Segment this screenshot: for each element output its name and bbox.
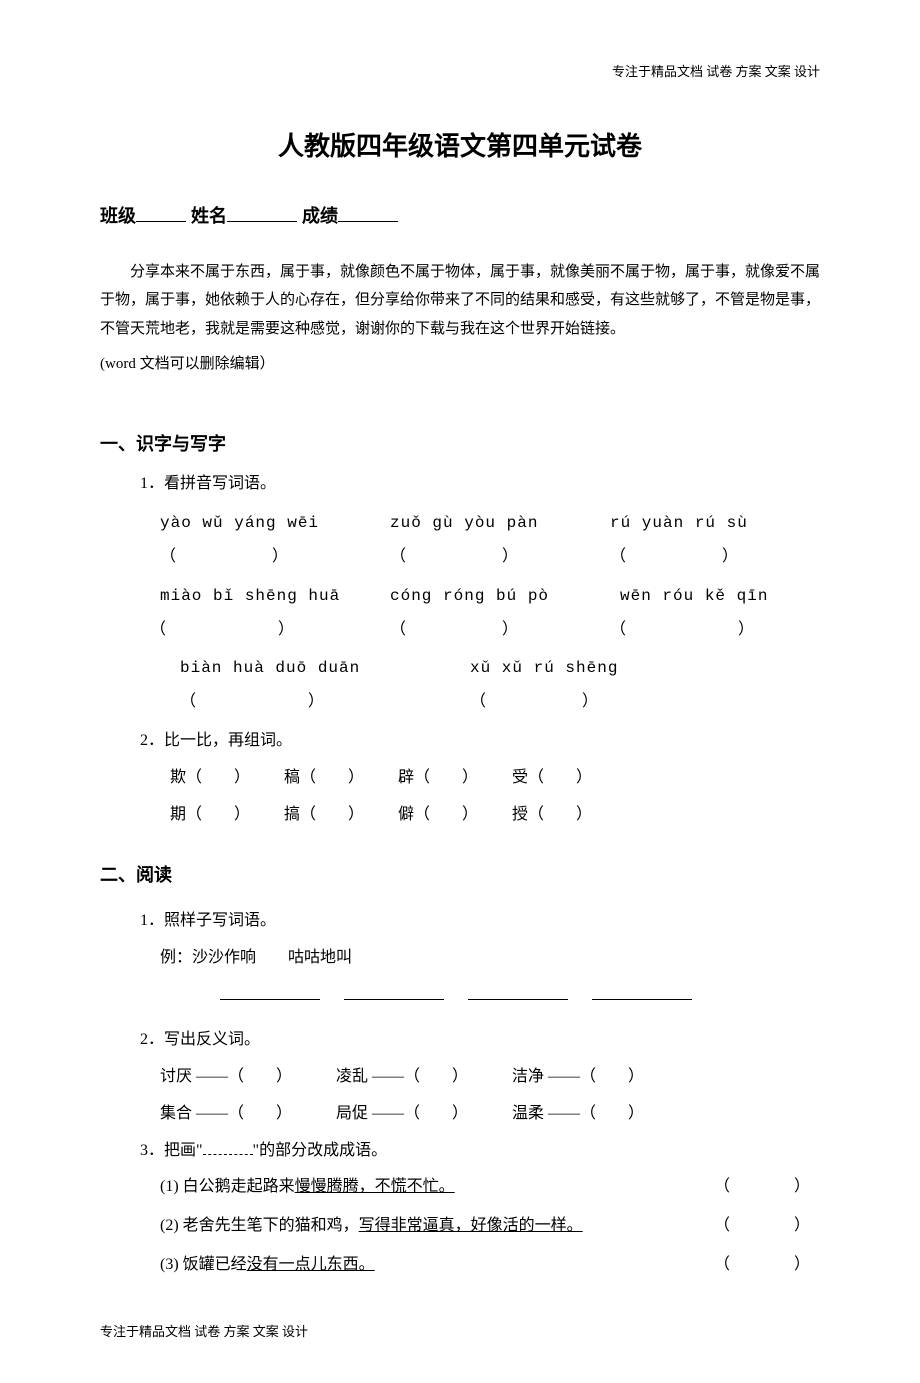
word-note: (word 文档可以删除编辑） [100, 351, 820, 378]
item3-prefix: 3．把画" [140, 1142, 203, 1159]
pinyin-3-2: xǔ xǔ rú shēng [470, 654, 618, 683]
idiom-2-num: (2) [160, 1217, 179, 1234]
pinyin-1-3: rú yuàn rú sù [610, 509, 748, 538]
paren-3-2: （ ） [470, 688, 598, 717]
score-label: 成绩 [302, 206, 338, 226]
section2-item1-label: 1．照样子写词语。 [140, 907, 820, 936]
paren-2-1: （ ） [150, 616, 390, 645]
score-blank [338, 221, 398, 222]
pinyin-1-2: zuǒ gù yòu pàn [390, 509, 610, 538]
form-line: 班级 姓名 成绩 [100, 200, 820, 232]
blank-2 [344, 999, 444, 1000]
section2-item3-label: 3．把画" "的部分改成成语。 [140, 1137, 820, 1166]
idiom-2-text: (2) 老舍先生笔下的猫和鸡，写得非常逼真，好像活的一样。 [160, 1212, 583, 1241]
example-prefix: 例： [160, 949, 192, 966]
antonym-1-1: 讨厌 ——（ ） [160, 1063, 292, 1092]
char-1-2: 稿（ ） [284, 764, 364, 793]
char-1-3: 辟（ ） [398, 764, 478, 793]
blank-line [220, 982, 820, 1011]
section2-item2-label: 2．写出反义词。 [140, 1026, 820, 1055]
pinyin-row-3: biàn huà duō duān xǔ xǔ rú shēng [180, 654, 820, 683]
idiom-2-paren: （ ） [714, 1212, 810, 1241]
idiom-1-num: (1) [160, 1178, 179, 1195]
pinyin-1-1: yào wǔ yáng wēi [160, 509, 390, 538]
pinyin-2-1: miào bǐ shēng huā [160, 582, 390, 611]
section1-heading: 一、识字与写字 [100, 428, 820, 460]
class-blank [136, 221, 186, 222]
idiom-row-3: (3) 饭罐已经没有一点儿东西。 （ ） [160, 1251, 810, 1280]
char-1-1: 欺（ ） [170, 764, 250, 793]
idiom-2-prefix: 老舍先生笔下的猫和鸡， [183, 1217, 359, 1234]
intro-paragraph: 分享本来不属于东西，属于事，就像颜色不属于物体，属于事，就像美丽不属于物，属于事… [100, 258, 820, 344]
idiom-3-text: (3) 饭罐已经没有一点儿东西。 [160, 1251, 375, 1280]
idiom-1-underlined: 慢慢腾腾，不慌不忙。 [295, 1178, 455, 1195]
char-2-3: 僻（ ） [398, 801, 478, 830]
paren-1-1: （ ） [160, 543, 390, 572]
antonym-2-2: 局促 ——（ ） [336, 1100, 468, 1129]
pinyin-row-1: yào wǔ yáng wēi zuǒ gù yòu pàn rú yuàn r… [160, 509, 820, 538]
idiom-3-num: (3) [160, 1256, 179, 1273]
char-row-1: 欺（ ） 稿（ ） 辟（ ） 受（ ） [170, 764, 820, 793]
page-title: 人教版四年级语文第四单元试卷 [100, 123, 820, 170]
item3-suffix: "的部分改成成语。 [253, 1142, 388, 1159]
blank-4 [592, 999, 692, 1000]
idiom-2-underlined: 写得非常逼真，好像活的一样。 [359, 1217, 583, 1234]
name-blank [227, 221, 297, 222]
idiom-row-2: (2) 老舍先生笔下的猫和鸡，写得非常逼真，好像活的一样。 （ ） [160, 1212, 810, 1241]
idiom-3-underlined: 没有一点儿东西。 [247, 1256, 375, 1273]
paren-1-3: （ ） [610, 543, 738, 572]
paren-row-3: （ ） （ ） [180, 688, 820, 717]
pinyin-row-2: miào bǐ shēng huā cóng róng bú pò wēn ró… [160, 582, 820, 611]
antonym-1-3: 洁净 ——（ ） [512, 1063, 644, 1092]
example-line: 例：沙沙作响 咕咕地叫 [160, 944, 820, 973]
paren-row-2: （ ） （ ） （ ） [150, 616, 820, 645]
section2-heading: 二、阅读 [100, 859, 820, 891]
paren-2-3: （ ） [610, 616, 754, 645]
class-label: 班级 [100, 206, 136, 226]
idiom-1-text: (1) 白公鹅走起路来慢慢腾腾，不慌不忙。 [160, 1173, 455, 1202]
blank-3 [468, 999, 568, 1000]
idiom-1-paren: （ ） [714, 1173, 810, 1202]
idiom-3-paren: （ ） [714, 1251, 810, 1280]
paren-1-2: （ ） [390, 543, 610, 572]
dashed-blank [203, 1154, 253, 1155]
paren-3-1: （ ） [180, 688, 470, 717]
name-label: 姓名 [191, 206, 227, 226]
antonym-row-1: 讨厌 ——（ ） 凌乱 ——（ ） 洁净 ——（ ） [160, 1063, 820, 1092]
char-row-2: 期（ ） 搞（ ） 僻（ ） 授（ ） [170, 801, 820, 830]
paren-row-1: （ ） （ ） （ ） [160, 543, 820, 572]
section1-item2-label: 2．比一比，再组词。 [140, 727, 820, 756]
paren-2-2: （ ） [390, 616, 610, 645]
idiom-3-prefix: 饭罐已经 [183, 1256, 247, 1273]
idiom-row-1: (1) 白公鹅走起路来慢慢腾腾，不慌不忙。 （ ） [160, 1173, 810, 1202]
char-1-4: 受（ ） [512, 764, 592, 793]
idiom-1-prefix: 白公鹅走起路来 [183, 1178, 295, 1195]
example-words: 沙沙作响 咕咕地叫 [192, 949, 352, 966]
header-note: 专注于精品文档 试卷 方案 文案 设计 [100, 60, 820, 83]
antonym-2-1: 集合 ——（ ） [160, 1100, 292, 1129]
char-2-4: 授（ ） [512, 801, 592, 830]
pinyin-2-3: wēn róu kě qīn [620, 582, 768, 611]
blank-1 [220, 999, 320, 1000]
antonym-row-2: 集合 ——（ ） 局促 ——（ ） 温柔 ——（ ） [160, 1100, 820, 1129]
char-2-1: 期（ ） [170, 801, 250, 830]
antonym-1-2: 凌乱 ——（ ） [336, 1063, 468, 1092]
section1-item1-label: 1．看拼音写词语。 [140, 470, 820, 499]
pinyin-3-1: biàn huà duō duān [180, 654, 470, 683]
pinyin-2-2: cóng róng bú pò [390, 582, 620, 611]
footer-note: 专注于精品文档 试卷 方案 文案 设计 [100, 1320, 820, 1343]
char-2-2: 搞（ ） [284, 801, 364, 830]
antonym-2-3: 温柔 ——（ ） [512, 1100, 644, 1129]
